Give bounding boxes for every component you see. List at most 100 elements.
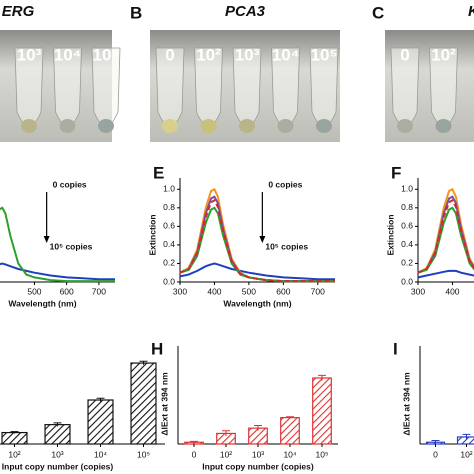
tube-liquid bbox=[21, 119, 37, 133]
y-tick-label: 0.0 bbox=[163, 276, 175, 286]
tube-label: 10⁵ bbox=[93, 45, 120, 64]
tube-liquid bbox=[397, 119, 413, 133]
y-tick-label: 0.4 bbox=[401, 239, 413, 249]
spectrum-line bbox=[179, 262, 335, 281]
y-axis-label: Extinction bbox=[147, 214, 157, 255]
gene-title: KL bbox=[468, 3, 474, 20]
annotation: 10⁵ copies bbox=[265, 241, 308, 251]
x-tick-label: 10⁵ bbox=[316, 449, 329, 459]
y-axis-label: ΔIExt at 394 nm bbox=[159, 372, 169, 436]
x-axis-label: Input copy number (copies) bbox=[2, 461, 114, 471]
annotation: 0 copies bbox=[53, 179, 87, 189]
y-tick-label: 1.0 bbox=[401, 184, 413, 194]
x-tick-label: 10² bbox=[460, 449, 472, 459]
x-tick-label: 10² bbox=[8, 449, 20, 459]
x-tick-label: 300 bbox=[173, 286, 187, 296]
error-bar bbox=[53, 422, 62, 427]
panel-letter: F bbox=[391, 163, 401, 182]
panel-letter: B bbox=[130, 3, 142, 22]
annotation: 10⁵ copies bbox=[50, 241, 93, 251]
bar bbox=[456, 436, 474, 445]
x-tick-label: 600 bbox=[276, 286, 290, 296]
tube-liquid bbox=[239, 119, 255, 133]
x-tick-label: 10⁴ bbox=[283, 449, 296, 459]
tube-label: 10² bbox=[431, 45, 456, 64]
y-axis-label: ΔIExt at 394 nm bbox=[401, 372, 411, 436]
tube-label: 10³ bbox=[235, 45, 260, 64]
x-tick-label: 700 bbox=[311, 286, 325, 296]
x-tick-label: 0 bbox=[433, 449, 438, 459]
gene-title: PCA3 bbox=[225, 3, 266, 20]
tube-liquid bbox=[316, 119, 332, 133]
y-tick-label: 1.0 bbox=[163, 184, 175, 194]
y-tick-label: 0.8 bbox=[401, 202, 413, 212]
spectrum-line bbox=[417, 269, 474, 279]
y-axis-label: Extinction bbox=[385, 214, 395, 255]
x-axis-label: Wavelength (nm) bbox=[223, 298, 291, 308]
annotation: 0 copies bbox=[268, 179, 302, 189]
error-bar bbox=[10, 431, 19, 434]
panel-letter: E bbox=[153, 163, 164, 182]
gene-title: ERG bbox=[2, 3, 35, 20]
tube-label: 0 bbox=[165, 45, 174, 64]
x-tick-label: 0 bbox=[192, 449, 197, 459]
bar bbox=[1, 431, 28, 445]
x-tick-label: 500 bbox=[242, 286, 256, 296]
x-tick-label: 600 bbox=[60, 286, 74, 296]
y-tick-label: 0.6 bbox=[163, 221, 175, 231]
spectrum-line bbox=[179, 199, 335, 283]
x-tick-label: 400 bbox=[207, 286, 221, 296]
error-bar bbox=[96, 397, 105, 402]
panel-letter: I bbox=[393, 339, 398, 358]
tube-label: 10³ bbox=[17, 45, 42, 64]
tube-label: 10⁴ bbox=[272, 45, 299, 64]
x-tick-label: 300 bbox=[411, 286, 425, 296]
error-bar bbox=[190, 440, 198, 444]
tube-liquid bbox=[200, 119, 217, 133]
x-axis-label: Input copy number (copies) bbox=[202, 461, 314, 471]
x-tick-label: 10³ bbox=[51, 449, 63, 459]
x-axis-label: Wavelength (nm) bbox=[8, 298, 76, 308]
arrow-head bbox=[43, 236, 50, 243]
error-bar bbox=[318, 374, 326, 381]
x-tick-label: 700 bbox=[92, 286, 106, 296]
tube-label: 10² bbox=[196, 45, 221, 64]
x-tick-label: 10⁴ bbox=[94, 449, 107, 459]
panel-letter: C bbox=[372, 3, 384, 22]
y-tick-label: 0.4 bbox=[163, 239, 175, 249]
error-bar bbox=[139, 360, 148, 365]
x-tick-label: 10² bbox=[220, 449, 232, 459]
y-tick-label: 0.0 bbox=[401, 276, 413, 286]
x-tick-label: 400 bbox=[445, 286, 459, 296]
y-tick-label: 0.2 bbox=[163, 258, 175, 268]
tube-liquid bbox=[277, 119, 294, 133]
spectrum-line bbox=[0, 206, 115, 283]
tube-label: 10⁴ bbox=[54, 45, 81, 64]
arrow-head bbox=[259, 236, 266, 243]
spectrum-line bbox=[0, 262, 115, 281]
tube-liquid bbox=[98, 119, 114, 133]
tube-label: 10⁵ bbox=[311, 45, 338, 64]
error-bar bbox=[222, 430, 230, 437]
bar bbox=[312, 377, 332, 445]
spectrum-line bbox=[417, 199, 474, 274]
y-tick-label: 0.2 bbox=[401, 258, 413, 268]
bar bbox=[280, 417, 300, 445]
tube-liquid bbox=[162, 119, 178, 133]
bar bbox=[87, 399, 114, 445]
error-bar bbox=[254, 425, 262, 431]
error-bar bbox=[431, 439, 440, 444]
bar bbox=[44, 424, 71, 445]
tube-label: 0 bbox=[400, 45, 409, 64]
x-tick-label: 10⁵ bbox=[137, 449, 150, 459]
tube-liquid bbox=[59, 119, 76, 133]
x-tick-label: 500 bbox=[27, 286, 41, 296]
y-tick-label: 0.8 bbox=[163, 202, 175, 212]
error-bar bbox=[462, 433, 471, 440]
y-tick-label: 0.6 bbox=[401, 221, 413, 231]
error-bar bbox=[286, 416, 294, 419]
bar bbox=[130, 362, 157, 445]
tube-liquid bbox=[435, 119, 452, 133]
x-tick-label: 10³ bbox=[252, 449, 264, 459]
